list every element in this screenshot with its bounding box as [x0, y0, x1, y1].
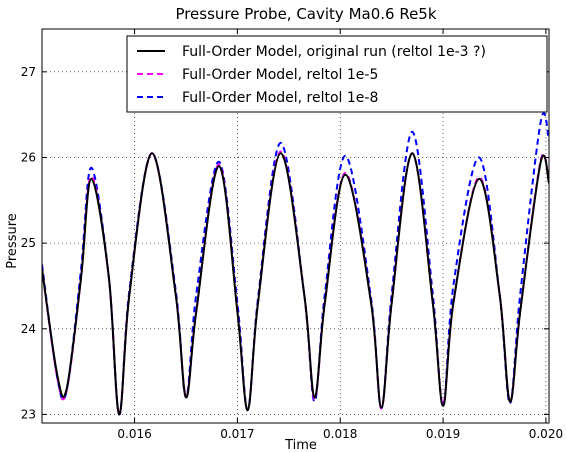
legend-label: Full-Order Model, reltol 1e-5 [182, 67, 378, 83]
x-tick-label: 0.016 [117, 427, 151, 441]
ticks: 0.016 0.017 0.018 0.019 0.020 23 24 25 26 27 [21, 29, 563, 441]
chart-title: Pressure Probe, Cavity Ma0.6 Re5k [175, 5, 436, 23]
legend-label: Full-Order Model, original run (reltol 1… [182, 44, 486, 60]
series-line-0 [42, 152, 549, 416]
legend-label: Full-Order Model, reltol 1e-8 [182, 90, 378, 106]
legend-box [126, 35, 548, 113]
y-tick-label: 25 [21, 236, 36, 250]
y-axis-label: Pressure [5, 213, 20, 269]
y-tick-label: 27 [21, 65, 36, 79]
x-tick-label: 0.020 [529, 427, 563, 441]
x-tick-label: 0.019 [426, 427, 460, 441]
plot-frame [41, 28, 550, 424]
x-axis-label: Time [284, 438, 317, 453]
y-tick-label: 24 [21, 322, 36, 336]
y-tick-label: 26 [21, 150, 36, 164]
x-tick-label: 0.018 [323, 427, 357, 441]
legend: Full-Order Model, original run (reltol 1… [126, 35, 548, 113]
y-tick-label: 23 [21, 407, 36, 421]
series-layer [42, 112, 549, 416]
x-tick-label: 0.017 [220, 427, 254, 441]
